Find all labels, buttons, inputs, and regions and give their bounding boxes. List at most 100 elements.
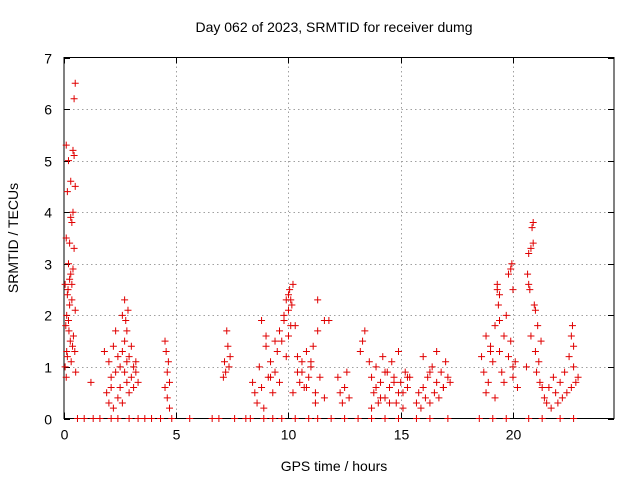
data-point — [298, 368, 306, 376]
data-point — [116, 363, 124, 371]
data-point — [132, 358, 140, 366]
data-point — [525, 280, 533, 288]
data-point — [64, 286, 72, 294]
data-point — [311, 389, 319, 397]
data-point — [134, 378, 142, 386]
x-tick-label: 20 — [506, 427, 522, 443]
data-point — [549, 373, 557, 381]
data-point — [379, 353, 387, 361]
data-point — [489, 358, 497, 366]
data-point — [293, 353, 301, 361]
data-point — [419, 384, 427, 392]
data-point — [368, 404, 376, 412]
data-point — [109, 404, 117, 412]
data-point — [430, 389, 438, 397]
data-point — [370, 389, 378, 397]
data-point — [125, 415, 133, 422]
data-point — [162, 347, 170, 355]
data-point — [223, 327, 231, 335]
data-point — [161, 384, 169, 392]
data-point — [565, 353, 573, 361]
data-point — [509, 363, 517, 371]
data-point — [63, 291, 71, 299]
data-point — [66, 337, 74, 345]
data-point — [296, 378, 304, 386]
data-point — [528, 224, 536, 232]
data-point — [121, 337, 129, 345]
data-point — [163, 394, 171, 402]
data-point — [496, 291, 504, 299]
data-point — [69, 332, 77, 340]
data-point — [271, 368, 279, 376]
data-point — [390, 378, 398, 386]
data-point — [114, 353, 122, 361]
data-point — [124, 306, 132, 314]
data-point — [500, 332, 508, 340]
data-point — [552, 389, 560, 397]
data-point — [148, 415, 156, 422]
data-point — [536, 378, 544, 386]
data-point — [388, 358, 396, 366]
data-point — [125, 353, 133, 361]
data-point — [260, 415, 268, 422]
data-point — [112, 327, 120, 335]
data-point — [70, 95, 78, 103]
data-point — [62, 234, 70, 242]
data-point — [496, 317, 504, 325]
data-point — [394, 347, 402, 355]
data-point — [480, 368, 488, 376]
data-point — [533, 368, 541, 376]
data-point — [109, 342, 117, 350]
data-point — [132, 368, 140, 376]
data-point — [123, 378, 131, 386]
data-point — [64, 260, 72, 268]
data-point — [537, 337, 545, 345]
data-point — [288, 301, 296, 309]
data-point — [509, 373, 517, 381]
data-point — [62, 373, 70, 381]
y-tick-label: 4 — [44, 205, 52, 221]
data-point — [538, 415, 546, 422]
data-point — [412, 415, 420, 422]
data-point — [392, 399, 400, 407]
data-point — [320, 394, 328, 402]
data-point — [394, 389, 402, 397]
data-point — [437, 368, 445, 376]
data-point — [504, 353, 512, 361]
data-point — [186, 415, 194, 422]
data-point — [246, 415, 254, 422]
data-point — [71, 79, 79, 87]
data-point — [166, 378, 174, 386]
data-point — [568, 322, 576, 330]
data-point — [96, 415, 104, 422]
data-point — [291, 415, 299, 422]
data-point — [267, 373, 275, 381]
data-point — [67, 358, 75, 366]
data-point — [426, 368, 434, 376]
data-point — [417, 404, 425, 412]
data-point — [491, 394, 499, 402]
data-point — [103, 389, 111, 397]
data-point — [482, 389, 490, 397]
data-point — [267, 358, 275, 366]
data-point — [166, 404, 174, 412]
data-point — [567, 384, 575, 392]
data-point — [314, 415, 322, 422]
data-point — [545, 384, 553, 392]
data-point — [377, 378, 385, 386]
data-point — [403, 373, 411, 381]
data-point — [67, 177, 75, 185]
data-point — [112, 368, 120, 376]
data-point — [535, 358, 543, 366]
data-point — [368, 415, 376, 422]
data-point — [107, 415, 115, 422]
data-point — [66, 301, 74, 309]
data-point — [118, 311, 126, 319]
data-point — [253, 399, 261, 407]
data-point — [359, 337, 367, 345]
data-point — [66, 275, 74, 283]
data-point — [73, 415, 81, 422]
data-point — [428, 363, 436, 371]
data-point — [527, 332, 535, 340]
data-point — [286, 286, 294, 294]
